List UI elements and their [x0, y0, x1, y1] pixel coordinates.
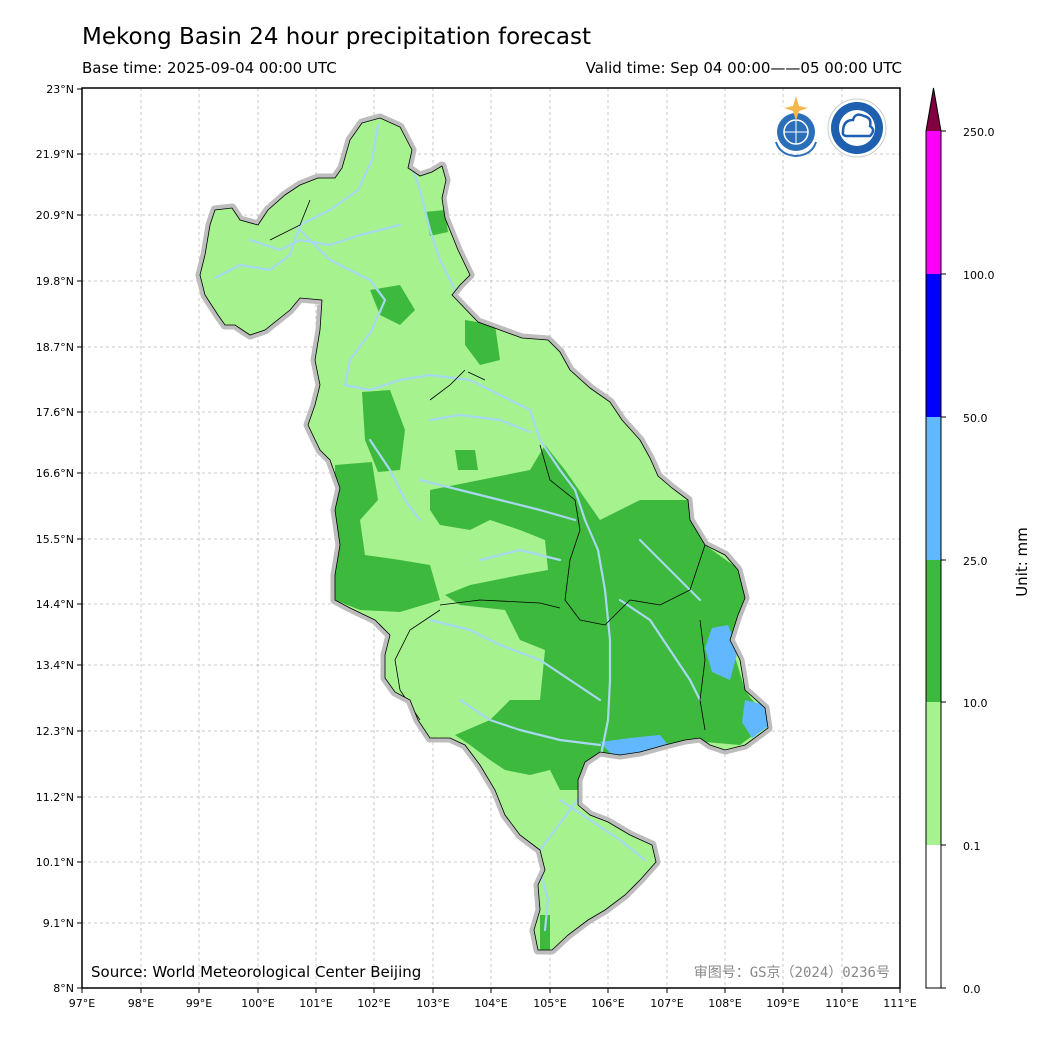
- map-title: Mekong Basin 24 hour precipitation forec…: [82, 24, 591, 50]
- lat-label: 13.4°N: [36, 659, 74, 672]
- lat-label: 8°N: [53, 982, 74, 995]
- lon-label: 111°E: [883, 997, 916, 1010]
- colorbar-segment: [926, 845, 941, 988]
- colorbar-label: 25.0: [963, 555, 988, 568]
- lon-label: 105°E: [533, 997, 566, 1010]
- approval-number: 审图号：GS京（2024）0236号: [694, 965, 890, 981]
- lat-label: 11.2°N: [36, 791, 74, 804]
- colorbar-segment: [926, 417, 941, 560]
- lat-label: 15.5°N: [36, 533, 74, 546]
- wmo-logo: [771, 96, 821, 158]
- lat-label: 17.6°N: [36, 406, 74, 419]
- colorbar-extend-arrow: [926, 88, 941, 131]
- colorbar-label: 10.0: [963, 697, 988, 710]
- colorbar: 0.0 0.1 10.0 25.0 50.0 100.0 250.0 Unit:…: [925, 87, 1031, 996]
- lat-label: 10.1°N: [36, 856, 74, 869]
- lon-label: 99°E: [186, 997, 212, 1010]
- valid-time: Valid time: Sep 04 00:00——05 00:00 UTC: [585, 59, 902, 77]
- colorbar-segment: [926, 131, 941, 274]
- colorbar-label: 50.0: [963, 412, 988, 425]
- source-text: Source: World Meteorological Center Beij…: [91, 963, 421, 981]
- colorbar-segment: [926, 702, 941, 845]
- colorbar-label: 0.1: [963, 840, 981, 853]
- cma-logo: [827, 98, 887, 158]
- lon-axis: 97°E 98°E 99°E 100°E 101°E 102°E 103°E 1…: [69, 988, 917, 1010]
- lon-label: 107°E: [650, 997, 683, 1010]
- lon-label: 103°E: [416, 997, 449, 1010]
- lat-label: 16.6°N: [36, 467, 74, 480]
- lat-label: 23°N: [46, 83, 74, 96]
- lon-label: 98°E: [128, 997, 154, 1010]
- lon-label: 110°E: [825, 997, 858, 1010]
- lon-label: 102°E: [357, 997, 390, 1010]
- colorbar-label: 250.0: [963, 126, 995, 139]
- lon-label: 106°E: [591, 997, 624, 1010]
- lat-label: 12.3°N: [36, 725, 74, 738]
- lon-label: 100°E: [241, 997, 274, 1010]
- lon-label: 108°E: [708, 997, 741, 1010]
- lon-label: 109°E: [766, 997, 799, 1010]
- basin-outline: [199, 117, 769, 951]
- colorbar-unit: Unit: mm: [1013, 527, 1031, 597]
- colorbar-label: 100.0: [963, 269, 995, 282]
- lon-label: 97°E: [69, 997, 95, 1010]
- lat-label: 14.4°N: [36, 598, 74, 611]
- colorbar-label: 0.0: [963, 983, 981, 996]
- colorbar-segment: [926, 274, 941, 417]
- lat-label: 19.8°N: [36, 275, 74, 288]
- lat-label: 21.9°N: [36, 148, 74, 161]
- lon-label: 104°E: [474, 997, 507, 1010]
- lat-label: 18.7°N: [36, 341, 74, 354]
- lat-axis: 23°N 21.9°N 20.9°N 19.8°N 18.7°N 17.6°N …: [36, 83, 82, 995]
- base-time: Base time: 2025-09-04 00:00 UTC: [82, 59, 337, 77]
- lat-label: 20.9°N: [36, 209, 74, 222]
- lat-label: 9.1°N: [43, 917, 74, 930]
- colorbar-segment: [926, 560, 941, 702]
- lon-label: 101°E: [299, 997, 332, 1010]
